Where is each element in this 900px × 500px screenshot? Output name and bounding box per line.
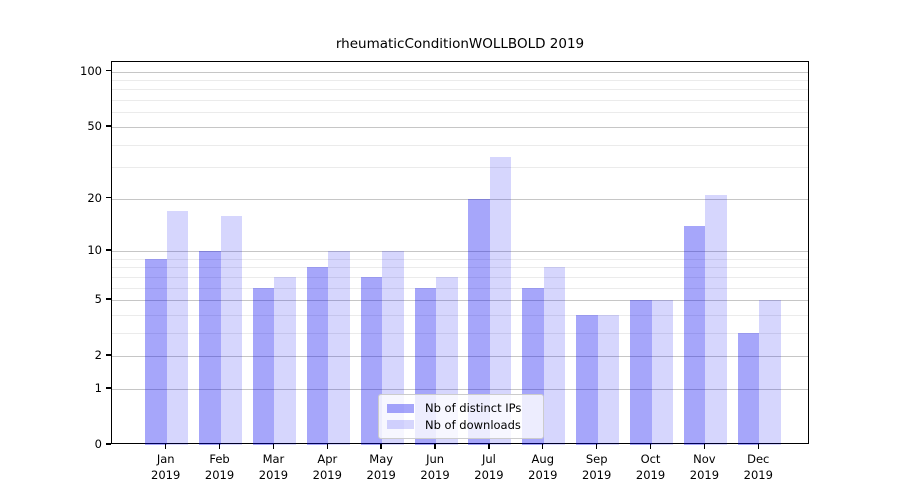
y-major-gridline	[112, 356, 808, 358]
legend-swatch-ips	[387, 403, 414, 413]
x-tick-label-oct: Oct 2019	[635, 452, 666, 482]
x-tick-label-apr: Apr 2019	[312, 452, 342, 482]
legend-swatch-downloads	[387, 420, 414, 430]
bar-ips-jan	[145, 258, 167, 445]
bar-ips-may	[360, 276, 383, 445]
y-tick-label: 10	[87, 242, 102, 257]
y-minor-gridline	[112, 258, 808, 260]
y-major-gridline	[112, 71, 808, 73]
x-tick-mark	[165, 444, 167, 449]
bar-ips-dec	[737, 332, 760, 445]
x-tick-label-nov: Nov 2019	[689, 452, 720, 482]
x-tick-label-jul: Jul 2019	[474, 452, 504, 482]
x-tick-label-jan: Jan 2019	[151, 452, 181, 482]
x-tick-mark	[595, 444, 598, 449]
y-minor-gridline	[112, 276, 808, 278]
y-tick-mark	[106, 354, 111, 356]
x-tick-label-mar: Mar 2019	[258, 452, 289, 482]
x-tick-label-sep: Sep 2019	[582, 452, 612, 482]
x-tick-mark	[703, 444, 706, 449]
y-tick-mark	[106, 298, 111, 300]
x-tick-mark	[272, 444, 275, 449]
y-minor-gridline	[112, 144, 808, 146]
plot-area	[111, 61, 809, 445]
bar-downloads-nov	[705, 194, 727, 445]
y-tick-mark	[106, 69, 111, 72]
y-major-gridline	[112, 300, 808, 302]
x-tick-mark	[488, 444, 490, 449]
y-major-gridline	[112, 126, 808, 128]
x-tick-label-aug: Aug 2019	[528, 452, 558, 482]
y-tick-mark	[106, 249, 111, 251]
x-tick-mark	[542, 444, 544, 449]
bar-ips-mar	[252, 287, 275, 445]
y-minor-gridline	[112, 332, 808, 334]
bar-downloads-aug	[543, 267, 566, 445]
bar-downloads-feb	[220, 215, 243, 445]
bar-downloads-apr	[328, 250, 350, 445]
bar-ips-sep	[576, 314, 598, 445]
y-minor-gridline	[112, 80, 808, 82]
bar-downloads-sep	[597, 314, 620, 445]
x-tick-label-jun: Jun 2019	[420, 452, 450, 482]
y-minor-gridline	[112, 112, 808, 114]
y-major-gridline	[112, 198, 808, 200]
y-minor-gridline	[112, 267, 808, 269]
y-minor-gridline	[112, 89, 808, 91]
legend-row: Nb of downloads	[387, 418, 535, 432]
x-tick-mark	[218, 444, 221, 449]
legend-row: Nb of distinct IPs	[387, 401, 535, 415]
bar-downloads-dec	[759, 300, 781, 445]
x-tick-label-may: May 2019	[366, 452, 396, 482]
bar-downloads-jan	[166, 211, 189, 445]
legend: Nb of distinct IPs Nb of downloads	[378, 394, 544, 439]
bar-ips-jul	[468, 198, 490, 445]
bar-ips-oct	[630, 300, 652, 445]
x-tick-mark	[380, 444, 382, 449]
y-minor-gridline	[112, 100, 808, 102]
y-tick-label: 2	[94, 348, 102, 363]
y-minor-gridline	[112, 287, 808, 289]
chart-title: rheumaticConditionWOLLBOLD 2019	[335, 36, 585, 52]
legend-label: Nb of distinct IPs	[425, 401, 522, 416]
x-tick-mark	[649, 444, 652, 449]
y-minor-gridline	[112, 167, 808, 169]
bar-downloads-mar	[274, 276, 296, 445]
y-major-gridline	[112, 250, 808, 252]
y-tick-label: 5	[94, 292, 102, 307]
y-tick-mark	[106, 125, 111, 127]
y-tick-label: 1	[94, 380, 102, 395]
y-major-gridline	[112, 388, 808, 390]
y-tick-mark	[106, 196, 111, 199]
y-minor-gridline	[112, 314, 808, 316]
y-tick-label: 0	[94, 437, 102, 451]
x-tick-mark	[326, 444, 328, 449]
y-tick-mark	[106, 443, 111, 445]
bar-downloads-oct	[651, 300, 674, 445]
bar-downloads-jul	[489, 157, 512, 445]
x-tick-mark	[757, 444, 759, 449]
bar-ips-apr	[306, 267, 329, 445]
y-tick-label: 20	[87, 190, 102, 205]
bar-ips-feb	[199, 250, 221, 445]
x-tick-label-dec: Dec 2019	[743, 452, 773, 482]
x-tick-label-feb: Feb 2019	[204, 452, 235, 482]
y-tick-label: 100	[80, 63, 102, 78]
y-tick-label: 50	[87, 118, 102, 133]
y-tick-mark	[106, 387, 111, 389]
legend-label: Nb of downloads	[425, 417, 521, 432]
bar-ips-nov	[683, 225, 706, 445]
x-tick-mark	[434, 444, 436, 449]
